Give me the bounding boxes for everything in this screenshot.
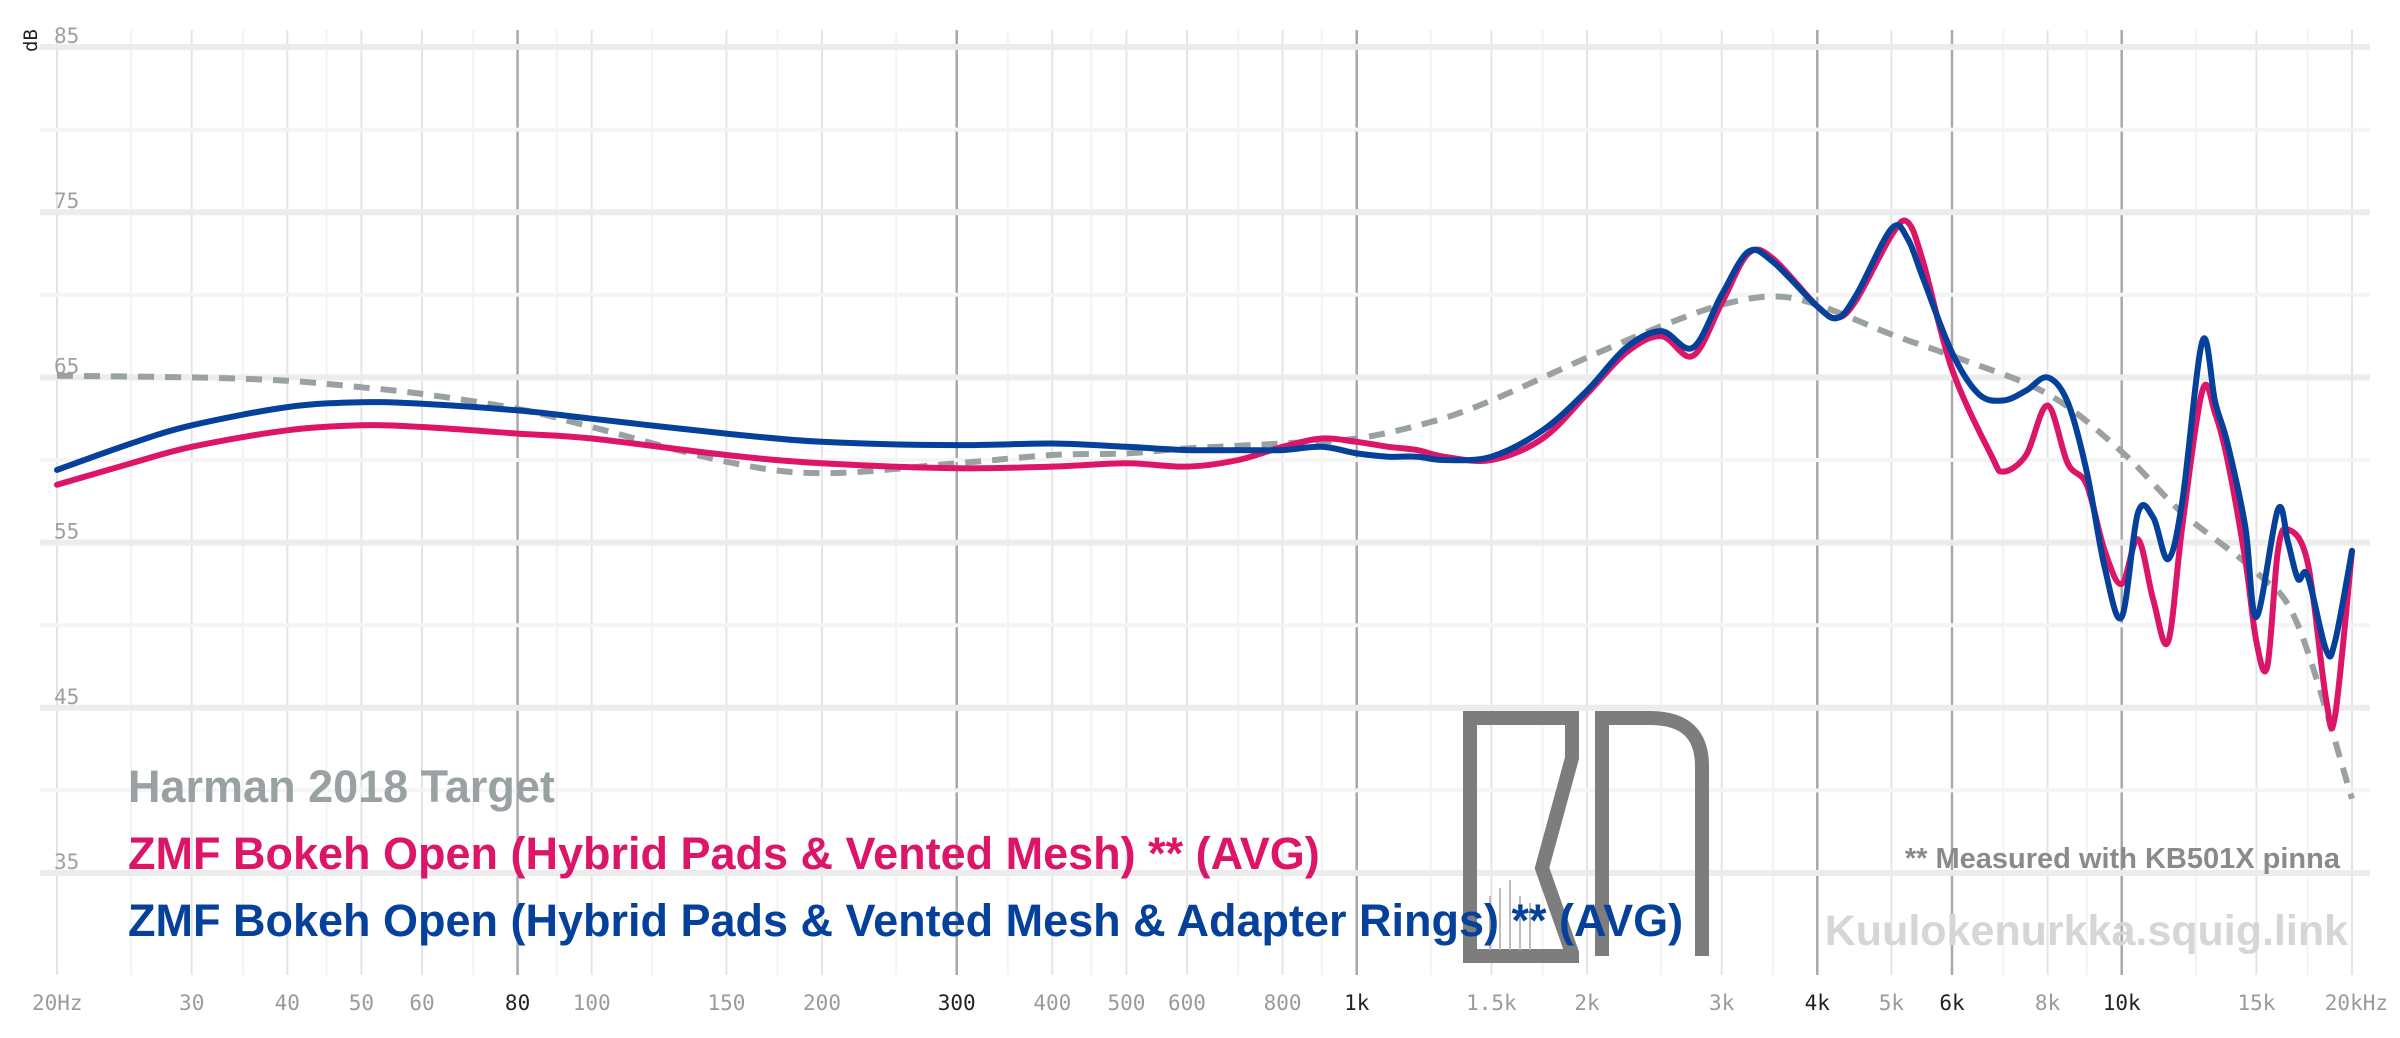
x-tick-label: 40 bbox=[275, 991, 300, 1015]
x-tick-label: 5k bbox=[1879, 991, 1905, 1015]
x-tick-label: 1k bbox=[1344, 991, 1370, 1015]
x-tick-label: 100 bbox=[573, 991, 611, 1015]
x-tick-label: 4k bbox=[1805, 991, 1831, 1015]
x-tick-label: 20kHz bbox=[2325, 991, 2388, 1015]
x-tick-label: 400 bbox=[1033, 991, 1071, 1015]
y-tick-label: 85 bbox=[54, 24, 79, 48]
x-tick-label: 150 bbox=[707, 991, 745, 1015]
x-tick-label: 3k bbox=[1709, 991, 1735, 1015]
x-tick-label: 800 bbox=[1264, 991, 1302, 1015]
x-tick-label: 2k bbox=[1574, 991, 1600, 1015]
legend-entry-target: Harman 2018 Target bbox=[128, 761, 555, 812]
x-tick-label: 80 bbox=[505, 991, 530, 1015]
horizontal-grid bbox=[40, 44, 2370, 876]
x-tick-label: 15k bbox=[2237, 991, 2275, 1015]
site-watermark: Kuulokenurkka.squig.link bbox=[1825, 907, 2348, 955]
x-tick-label: 300 bbox=[938, 991, 976, 1015]
x-tick-label: 6k bbox=[1939, 991, 1965, 1015]
legend-entry-hybrid-vented: ZMF Bokeh Open (Hybrid Pads & Vented Mes… bbox=[128, 828, 1320, 879]
y-tick-label: 35 bbox=[54, 850, 79, 874]
x-tick-label: 30 bbox=[179, 991, 204, 1015]
kr-logo bbox=[1463, 711, 1709, 963]
y-axis-unit-label: dB bbox=[20, 29, 42, 52]
y-tick-label: 75 bbox=[54, 189, 79, 213]
x-tick-label: 10k bbox=[2103, 991, 2141, 1015]
series-line-harman-target bbox=[56, 293, 2355, 800]
y-tick-label: 55 bbox=[54, 520, 79, 544]
x-axis-ticks: 20Hz 30 40 50 60 80 100 150 200 300 400 500 600 800 1k… bbox=[32, 991, 2388, 1015]
x-tick-label: 1.5k bbox=[1466, 991, 1517, 1015]
x-tick-label: 8k bbox=[2035, 991, 2061, 1015]
measurement-note: ** Measured with KB501X pinna bbox=[1905, 843, 2341, 875]
series-line-hybrid-vented-adapter bbox=[54, 222, 2355, 660]
legend-entry-hybrid-vented-adapter: ZMF Bokeh Open (Hybrid Pads & Vented Mes… bbox=[128, 895, 1683, 946]
legend: Harman 2018 Target ZMF Bokeh Open (Hybri… bbox=[128, 761, 1683, 946]
y-tick-label: 45 bbox=[54, 685, 79, 709]
x-tick-label: 600 bbox=[1168, 991, 1206, 1015]
x-tick-label: 200 bbox=[803, 991, 841, 1015]
vertical-grid bbox=[56, 30, 2353, 975]
x-tick-label: 60 bbox=[409, 991, 434, 1015]
x-tick-label: 500 bbox=[1107, 991, 1145, 1015]
x-tick-label: 20Hz bbox=[32, 991, 83, 1015]
x-tick-label: 50 bbox=[349, 991, 374, 1015]
series-layer bbox=[54, 217, 2355, 800]
